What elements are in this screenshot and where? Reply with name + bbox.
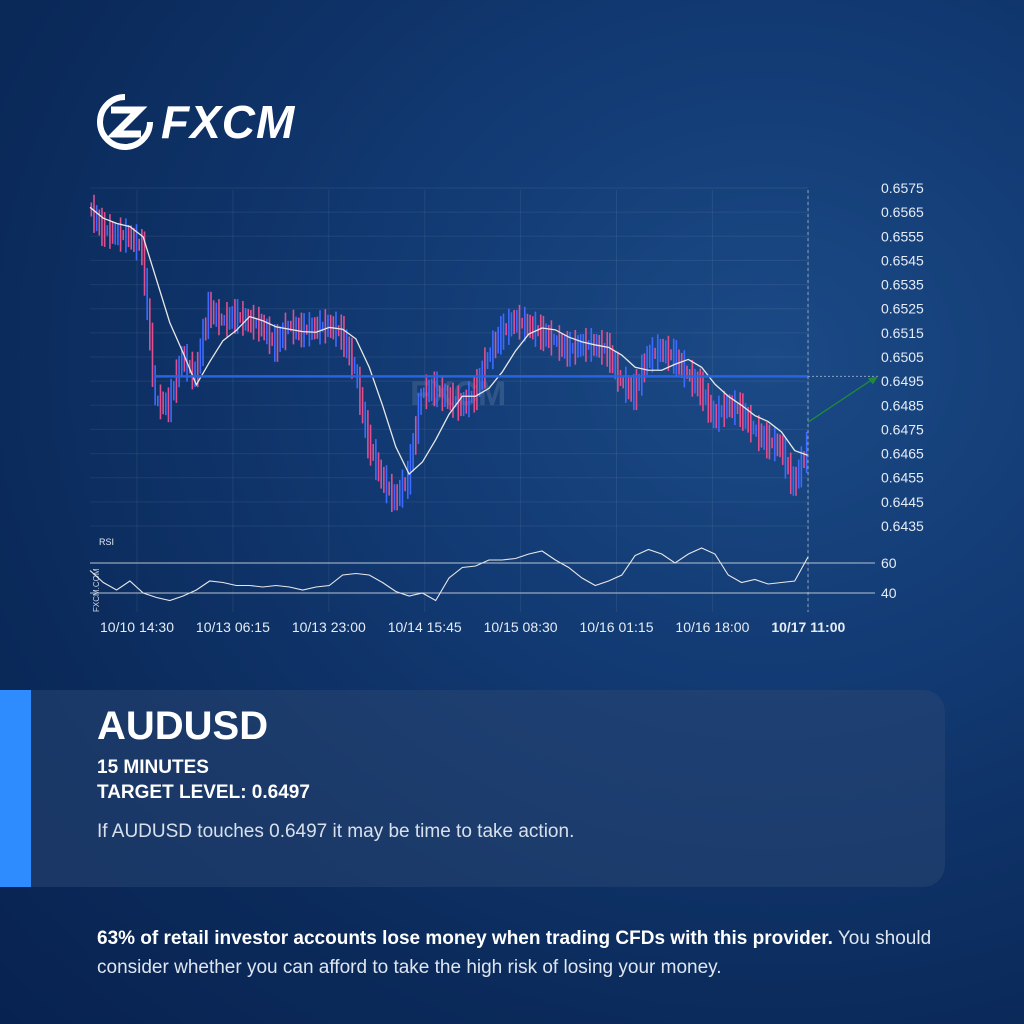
y-tick-label: 0.6515 bbox=[881, 325, 924, 341]
rsi-level-40-label: 40 bbox=[881, 585, 897, 601]
y-tick-label: 0.6525 bbox=[881, 301, 924, 317]
y-tick-label: 0.6445 bbox=[881, 494, 924, 510]
y-tick-label: 0.6505 bbox=[881, 349, 924, 365]
x-tick-label: 10/13 23:00 bbox=[292, 619, 366, 635]
logo-text: FXCM bbox=[161, 96, 296, 148]
y-tick-label: 0.6545 bbox=[881, 252, 924, 268]
target-level: TARGET LEVEL: 0.6497 bbox=[97, 782, 310, 803]
y-tick-label: 0.6495 bbox=[881, 373, 924, 389]
disclaimer-bold: 63% of retail investor accounts lose mon… bbox=[97, 928, 833, 949]
price-candles bbox=[90, 194, 808, 512]
disclaimer-rest: You should consider whether you can affo… bbox=[97, 928, 932, 978]
price-chart: FXCM 0.65750.65650.65550.65450.65350.652… bbox=[89, 180, 924, 635]
x-tick-label: 10/16 01:15 bbox=[580, 619, 654, 635]
fxcm-logo: FXCM bbox=[97, 94, 295, 150]
fxcm-logo-icon bbox=[97, 94, 153, 150]
y-tick-label: 0.6565 bbox=[881, 204, 924, 220]
x-tick-label: 10/13 06:15 bbox=[196, 619, 270, 635]
rsi-level-60-label: 60 bbox=[881, 555, 897, 571]
x-tick-label: 10/14 15:45 bbox=[388, 619, 462, 635]
y-tick-label: 0.6555 bbox=[881, 228, 924, 244]
risk-disclaimer: 63% of retail investor accounts lose mon… bbox=[97, 924, 977, 982]
y-tick-label: 0.6535 bbox=[881, 277, 924, 293]
y-tick-label: 0.6435 bbox=[881, 518, 924, 534]
x-tick-label: 10/10 14:30 bbox=[100, 619, 174, 635]
alert-message: If AUDUSD touches 0.6497 it may be time … bbox=[97, 821, 575, 842]
y-tick-label: 0.6575 bbox=[881, 180, 924, 196]
y-tick-label: 0.6465 bbox=[881, 446, 924, 462]
x-tick-label: 10/17 11:00 bbox=[771, 619, 845, 635]
moving-average-line bbox=[89, 206, 809, 476]
card-accent-bar bbox=[0, 690, 31, 887]
rsi-line bbox=[89, 547, 809, 602]
symbol-title: AUDUSD bbox=[97, 704, 269, 748]
y-axis: 0.6575 0.6565 0.6555 0.6545 0.6535 0.6525 0.65… bbox=[881, 180, 924, 534]
chart-grid bbox=[90, 187, 809, 612]
rsi-side-label: FXCM.COM bbox=[92, 568, 101, 612]
x-tick-label: 10/15 08:30 bbox=[484, 619, 558, 635]
y-tick-label: 0.6485 bbox=[881, 397, 924, 413]
timeframe: 15 MINUTES bbox=[97, 757, 209, 778]
x-axis: 10/10 14:30 10/13 06:15 10/13 23:00 10/14 1… bbox=[100, 619, 845, 635]
y-tick-label: 0.6455 bbox=[881, 470, 924, 486]
alert-card: AUDUSD 15 MINUTES TARGET LEVEL: 0.6497 I… bbox=[0, 690, 945, 887]
x-tick-label: 10/16 18:00 bbox=[675, 619, 749, 635]
projection-arrow bbox=[807, 376, 878, 423]
y-tick-label: 0.6475 bbox=[881, 421, 924, 437]
rsi-label: RSI bbox=[99, 537, 114, 547]
